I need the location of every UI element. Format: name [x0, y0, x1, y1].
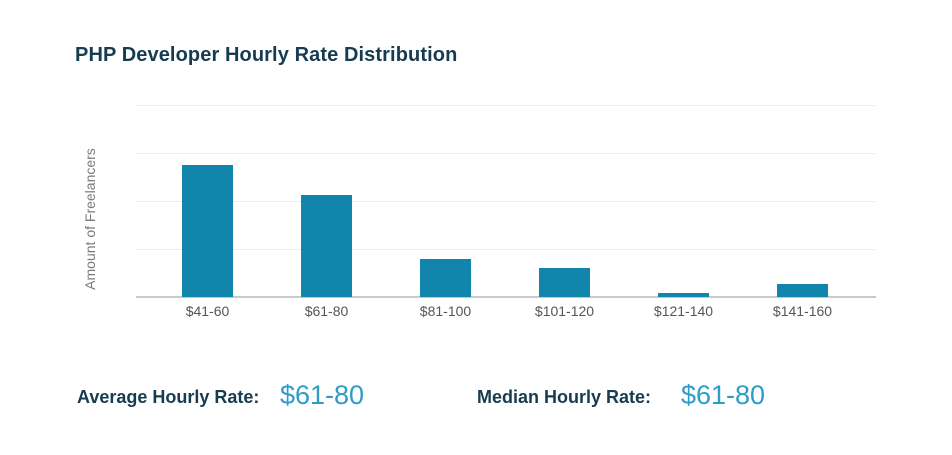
plot-area	[136, 105, 876, 299]
gridline	[136, 249, 876, 250]
x-tick-label: $101-120	[534, 303, 595, 319]
bar-$101-120	[539, 268, 590, 297]
bar-slot	[505, 105, 624, 297]
chart-title: PHP Developer Hourly Rate Distribution	[75, 44, 458, 66]
bar-$141-160	[777, 283, 828, 297]
average-hourly-rate-value: $61-80	[280, 380, 365, 410]
x-axis-line	[136, 296, 876, 298]
average-hourly-rate-label: Average Hourly Rate:	[77, 387, 260, 407]
x-tick-label: $81-100	[419, 303, 472, 319]
bar-$81-100	[420, 258, 471, 297]
bar-slot	[267, 105, 386, 297]
bar-$41-60	[182, 164, 233, 297]
bar-slot	[148, 105, 267, 297]
bar-$61-80	[301, 195, 352, 297]
y-axis-label: Amount of Freelancers	[82, 148, 98, 290]
median-hourly-rate-value: $61-80	[681, 380, 766, 410]
bar-series	[148, 105, 862, 297]
median-hourly-rate-label: Median Hourly Rate:	[477, 387, 652, 407]
x-tick-label: $121-140	[653, 303, 714, 319]
gridline	[136, 201, 876, 202]
bar-slot	[386, 105, 505, 297]
bar-$121-140	[658, 293, 709, 297]
x-axis-tick-labels: $41-60 $61-80 $81-100 $101-120 $121-140 $141-…	[148, 303, 862, 319]
gridline	[136, 153, 876, 154]
bar-slot	[743, 105, 862, 297]
gridline	[136, 105, 876, 106]
x-tick-label: $61-80	[304, 303, 349, 319]
x-tick-label: $141-160	[772, 303, 833, 319]
bar-slot	[624, 105, 743, 297]
x-tick-label: $41-60	[185, 303, 230, 319]
